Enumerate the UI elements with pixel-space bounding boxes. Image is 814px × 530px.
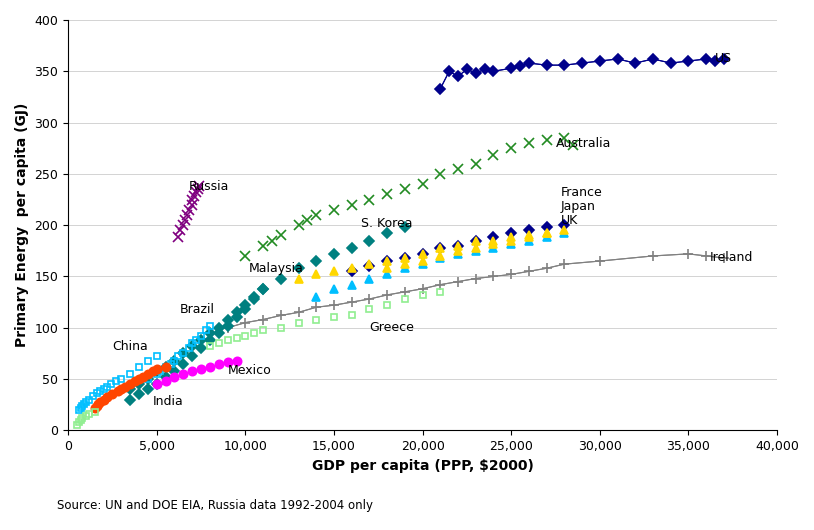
Text: India: India bbox=[153, 395, 184, 408]
X-axis label: GDP per capita (PPP, $2000): GDP per capita (PPP, $2000) bbox=[312, 458, 533, 473]
Text: US: US bbox=[715, 52, 732, 66]
Text: UK: UK bbox=[561, 214, 578, 226]
Y-axis label: Primary Energy  per capita (GJ): Primary Energy per capita (GJ) bbox=[15, 103, 29, 347]
Text: Malaysia: Malaysia bbox=[249, 262, 304, 275]
Text: Russia: Russia bbox=[189, 180, 229, 193]
Text: Mexico: Mexico bbox=[228, 364, 271, 377]
Text: Japan: Japan bbox=[561, 200, 596, 213]
Text: Australia: Australia bbox=[555, 137, 610, 149]
Text: Brazil: Brazil bbox=[180, 303, 215, 316]
Text: Ireland: Ireland bbox=[710, 252, 753, 264]
Text: Source: UN and DOE EIA, Russia data 1992-2004 only: Source: UN and DOE EIA, Russia data 1992… bbox=[57, 499, 373, 512]
Text: China: China bbox=[112, 340, 148, 352]
Text: Greece: Greece bbox=[370, 321, 414, 334]
Text: France: France bbox=[561, 186, 602, 199]
Text: S. Korea: S. Korea bbox=[361, 217, 412, 229]
